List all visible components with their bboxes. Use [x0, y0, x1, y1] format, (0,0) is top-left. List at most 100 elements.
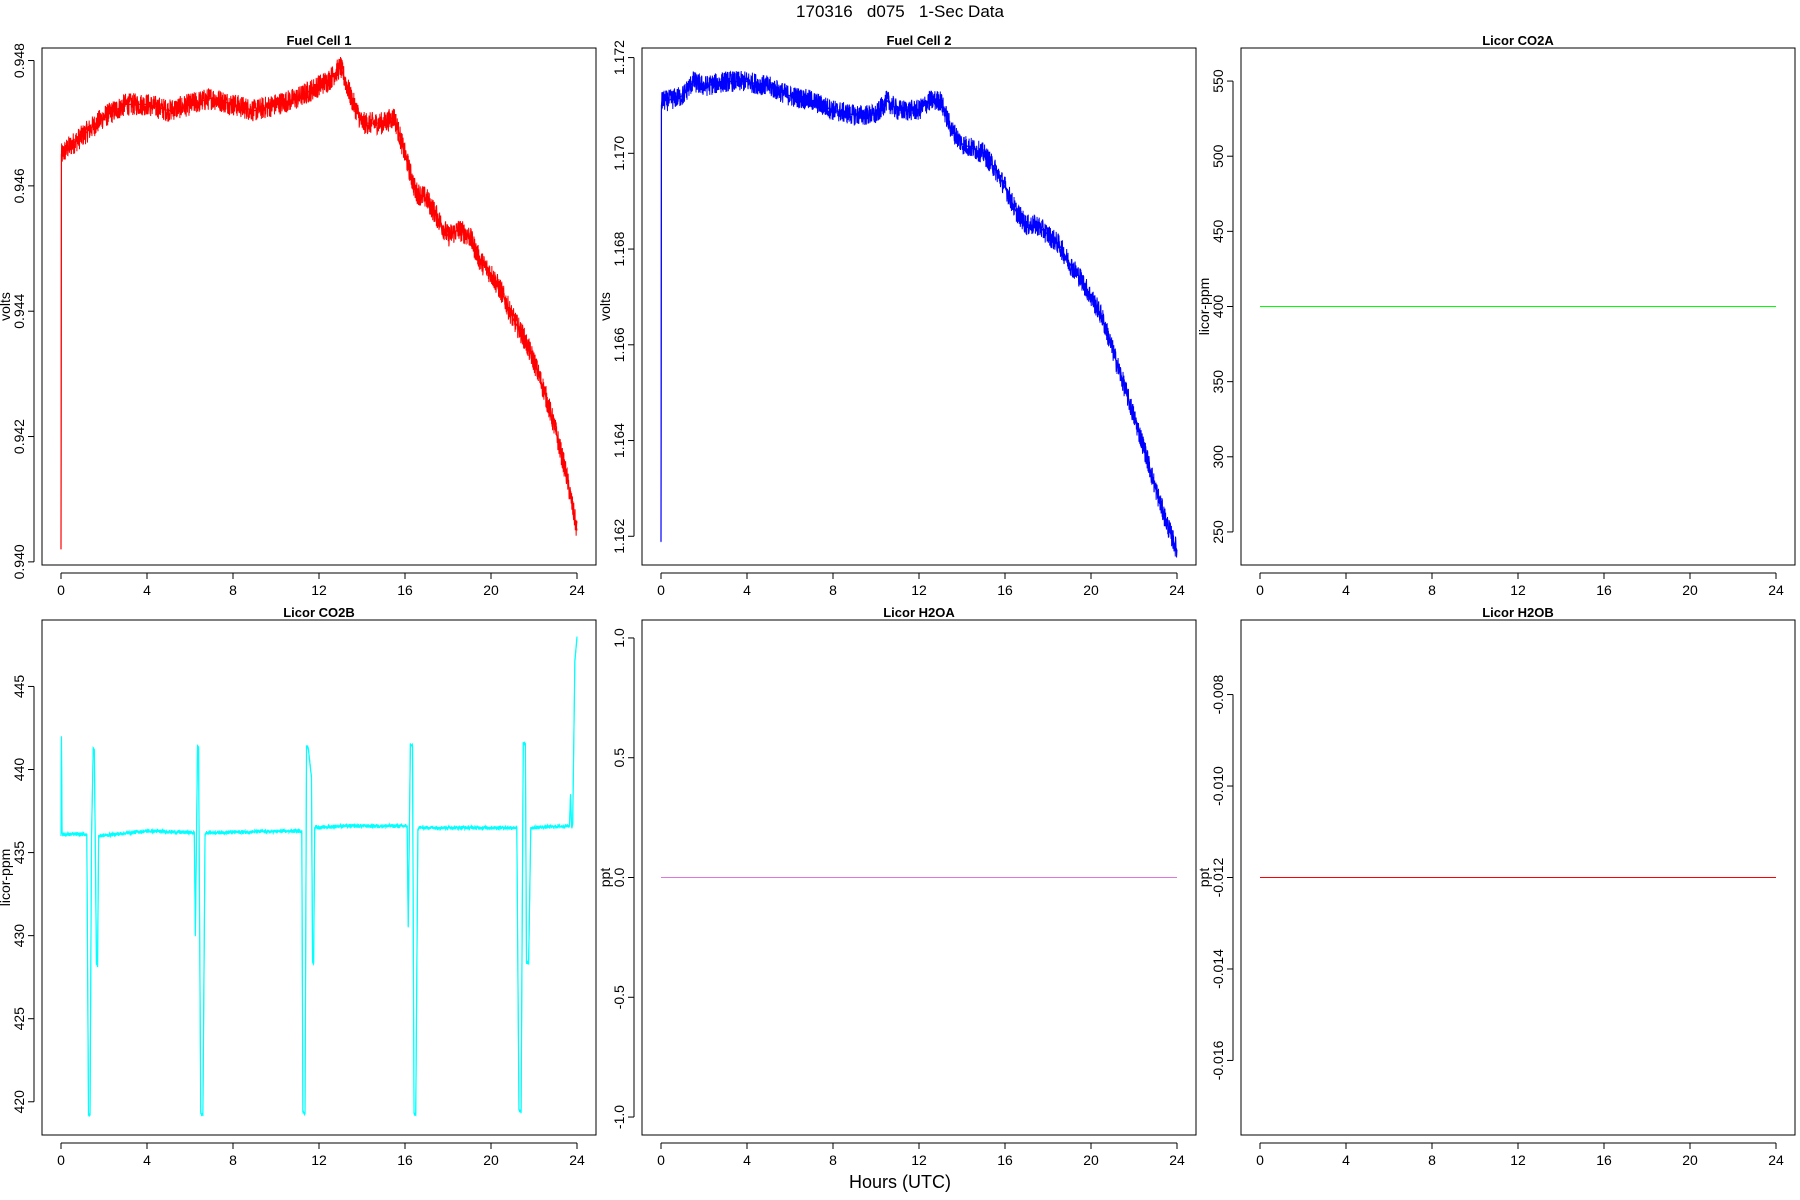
y-tick-label: 400: [1210, 295, 1226, 319]
x-tick-label: 16: [997, 582, 1013, 598]
y-tick-label: 0.948: [11, 43, 27, 78]
chart-panel: Licor CO2A 0 4 8 12 16 20 24 250 300 350 400 450 500 5…: [1196, 33, 1796, 598]
x-tick-label: 4: [743, 582, 751, 598]
series-line: [60, 56, 578, 546]
x-tick-label: 12: [911, 1152, 927, 1168]
x-tick-label: 4: [1342, 1152, 1350, 1168]
chart-panel: Licor H2OB 0 4 8 12 16 20 24 -0.016 -0.014 -0.012 -…: [1196, 605, 1796, 1168]
x-tick-label: 16: [997, 1152, 1013, 1168]
y-tick-label: 550: [1210, 69, 1226, 93]
series-line-core: [60, 636, 578, 1117]
x-tick-label: 8: [1428, 582, 1436, 598]
x-tick-label: 16: [1596, 1152, 1612, 1168]
y-tick-label: 425: [11, 1007, 27, 1031]
y-tick-label: -0.014: [1210, 949, 1226, 989]
y-tick-label: 0.0: [611, 868, 627, 888]
x-tick-label: 0: [1256, 582, 1264, 598]
x-tick-label: 20: [1682, 1152, 1698, 1168]
series-line-core: [60, 65, 578, 550]
x-tick-label: 4: [743, 1152, 751, 1168]
x-tick-label: 16: [397, 1152, 413, 1168]
x-tick-label: 0: [657, 582, 665, 598]
y-tick-label: -0.016: [1210, 1040, 1226, 1080]
y-axis-label: ppt: [1196, 868, 1212, 888]
x-axis-label: Hours (UTC): [849, 1172, 951, 1192]
y-axis-label: volts: [597, 292, 613, 321]
x-tick-label: 12: [911, 582, 927, 598]
y-tick-label: 430: [11, 924, 27, 948]
x-tick-label: 16: [1596, 582, 1612, 598]
x-tick-label: 0: [657, 1152, 665, 1168]
plot-frame: [41, 47, 597, 566]
x-tick-label: 12: [1510, 582, 1526, 598]
chart-panel: Fuel Cell 2 0 4 8 12 16 20 24 1.162 1.164 1.166 1.1…: [597, 33, 1197, 598]
x-tick-label: 24: [569, 582, 585, 598]
y-tick-label: 0.944: [11, 293, 27, 328]
plot-frame: [641, 619, 1197, 1136]
y-tick-label: 1.172: [611, 40, 627, 75]
x-tick-label: 8: [229, 582, 237, 598]
series-line: [660, 70, 1178, 558]
y-tick-label: 1.162: [611, 519, 627, 554]
y-tick-label: 0.946: [11, 168, 27, 203]
chart-panel: Fuel Cell 1 0 4 8 12 16 20 24 0.940 0.942 0.944 0.9…: [0, 33, 597, 598]
x-tick-label: 8: [829, 582, 837, 598]
x-tick-label: 8: [1428, 1152, 1436, 1168]
y-tick-label: 440: [11, 758, 27, 782]
x-tick-label: 24: [1169, 582, 1185, 598]
y-tick-label: 250: [1210, 520, 1226, 544]
x-tick-label: 4: [143, 582, 151, 598]
x-tick-label: 16: [397, 582, 413, 598]
panel-title: Licor CO2B: [283, 605, 355, 620]
y-tick-label: 445: [11, 675, 27, 699]
y-tick-label: 0.5: [611, 748, 627, 768]
x-tick-label: 24: [1768, 582, 1784, 598]
x-tick-label: 0: [57, 1152, 65, 1168]
x-tick-label: 12: [1510, 1152, 1526, 1168]
x-tick-label: 4: [1342, 582, 1350, 598]
x-tick-label: 8: [829, 1152, 837, 1168]
plot-frame: [41, 619, 597, 1136]
y-tick-label: -0.010: [1210, 766, 1226, 806]
y-tick-label: 1.0: [611, 628, 627, 648]
x-tick-label: 12: [311, 1152, 327, 1168]
x-tick-label: 24: [569, 1152, 585, 1168]
y-tick-label: 0.940: [11, 544, 27, 579]
x-tick-label: 20: [1083, 582, 1099, 598]
plot-frame: [641, 47, 1197, 566]
y-axis-label: licor-ppm: [1196, 278, 1212, 336]
y-tick-label: 1.168: [611, 231, 627, 266]
x-tick-label: 20: [483, 582, 499, 598]
y-tick-label: 450: [1210, 219, 1226, 243]
panel-title: Fuel Cell 2: [886, 33, 951, 48]
x-tick-label: 0: [1256, 1152, 1264, 1168]
x-tick-label: 20: [1083, 1152, 1099, 1168]
y-tick-label: 1.164: [611, 423, 627, 458]
plot-frame: [1240, 47, 1796, 566]
x-tick-label: 20: [483, 1152, 499, 1168]
plot-frame: [1240, 619, 1796, 1136]
y-tick-label: -1.0: [611, 1105, 627, 1129]
x-tick-label: 0: [57, 582, 65, 598]
y-axis-label: licor-ppm: [0, 849, 13, 907]
y-tick-label: 0.942: [11, 419, 27, 454]
x-tick-label: 4: [143, 1152, 151, 1168]
y-axis-label: ppt: [597, 868, 613, 888]
panel-title: Licor H2OB: [1482, 605, 1554, 620]
x-tick-label: 8: [229, 1152, 237, 1168]
chart-panel: Licor CO2B 0 4 8 12 16 20 24 420 425 430 435 440 445 l…: [0, 605, 597, 1168]
x-tick-label: 24: [1169, 1152, 1185, 1168]
series-line: [60, 638, 578, 1117]
x-tick-label: 20: [1682, 582, 1698, 598]
x-tick-label: 12: [311, 582, 327, 598]
y-tick-label: 350: [1210, 370, 1226, 394]
panel-title: Licor H2OA: [883, 605, 955, 620]
y-tick-label: 435: [11, 841, 27, 865]
y-tick-label: 500: [1210, 144, 1226, 168]
y-tick-label: 420: [11, 1090, 27, 1114]
y-tick-label: -0.008: [1210, 674, 1226, 714]
main-title: 170316 d075 1-Sec Data: [796, 2, 1004, 21]
x-tick-label: 24: [1768, 1152, 1784, 1168]
